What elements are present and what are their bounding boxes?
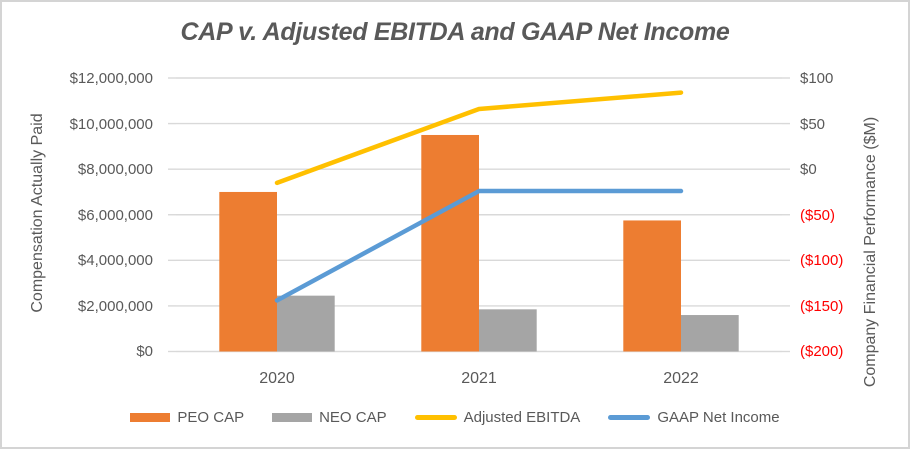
line-gaap-net-income [274,188,684,303]
right-axis-tick-label: $50 [800,116,826,133]
left-axis-tick-label: $2,000,000 [77,298,153,315]
bar-neo-cap-2020 [277,295,335,352]
right-axis-tick-label: ($100) [800,252,844,269]
right-axis-tick-label: $0 [800,161,817,178]
right-axis-tick-label: $100 [800,70,834,87]
gaap-net-income-legend-swatch-icon [608,415,651,420]
chart-title: CAP v. Adjusted EBITDA and GAAP Net Inco… [180,18,730,46]
legend-item-gaap-net-income: GAAP Net Income [608,409,780,426]
category-label-2020: 2020 [259,370,295,387]
bar-peo-cap-2021 [421,134,479,352]
left-axis-tick-labels: $12,000,000 $10,000,000 $8,000,000 $6,00… [2,2,153,447]
bar-peo-cap-2020 [219,191,277,352]
category-label-2022: 2022 [663,370,699,387]
peo-cap-legend-swatch-icon [130,413,171,422]
left-axis-tick-label: $8,000,000 [77,161,153,178]
legend-label: NEO CAP [319,409,387,426]
left-axis-tick-label: $6,000,000 [77,207,153,224]
bar-peo-cap-2022 [623,220,681,352]
line-adjusted-ebitda [274,90,684,186]
right-axis-tick-label: ($150) [800,298,844,315]
right-axis-tick-label: ($200) [800,343,844,360]
legend: PEO CAP NEO CAP Adjusted EBITDA GAAP Net… [2,409,908,426]
legend-label: PEO CAP [177,409,245,426]
legend-label: Adjusted EBITDA [463,409,581,426]
legend-item-adjusted-ebitda: Adjusted EBITDA [414,409,581,426]
left-axis-tick-label: $4,000,000 [77,252,153,269]
adjusted-ebitda-legend-swatch-icon [414,415,457,420]
right-axis-tick-label: ($50) [800,207,836,224]
category-label-2021: 2021 [461,370,497,387]
category-axis-labels: 2020 2021 2022 [2,370,908,392]
legend-item-neo-cap: NEO CAP [272,409,387,426]
legend-label: GAAP Net Income [657,409,780,426]
bar-neo-cap-2022 [681,315,739,352]
left-axis-tick-label: $10,000,000 [69,116,153,133]
legend-item-peo-cap: PEO CAP [130,409,244,426]
neo-cap-legend-swatch-icon [272,413,313,422]
left-axis-tick-label: $0 [136,343,153,360]
left-axis-tick-label: $12,000,000 [69,70,153,87]
bar-neo-cap-2021 [479,309,537,352]
right-axis-tick-labels: $100 $50 $0 ($50) ($100) ($150) ($200) [800,2,906,447]
